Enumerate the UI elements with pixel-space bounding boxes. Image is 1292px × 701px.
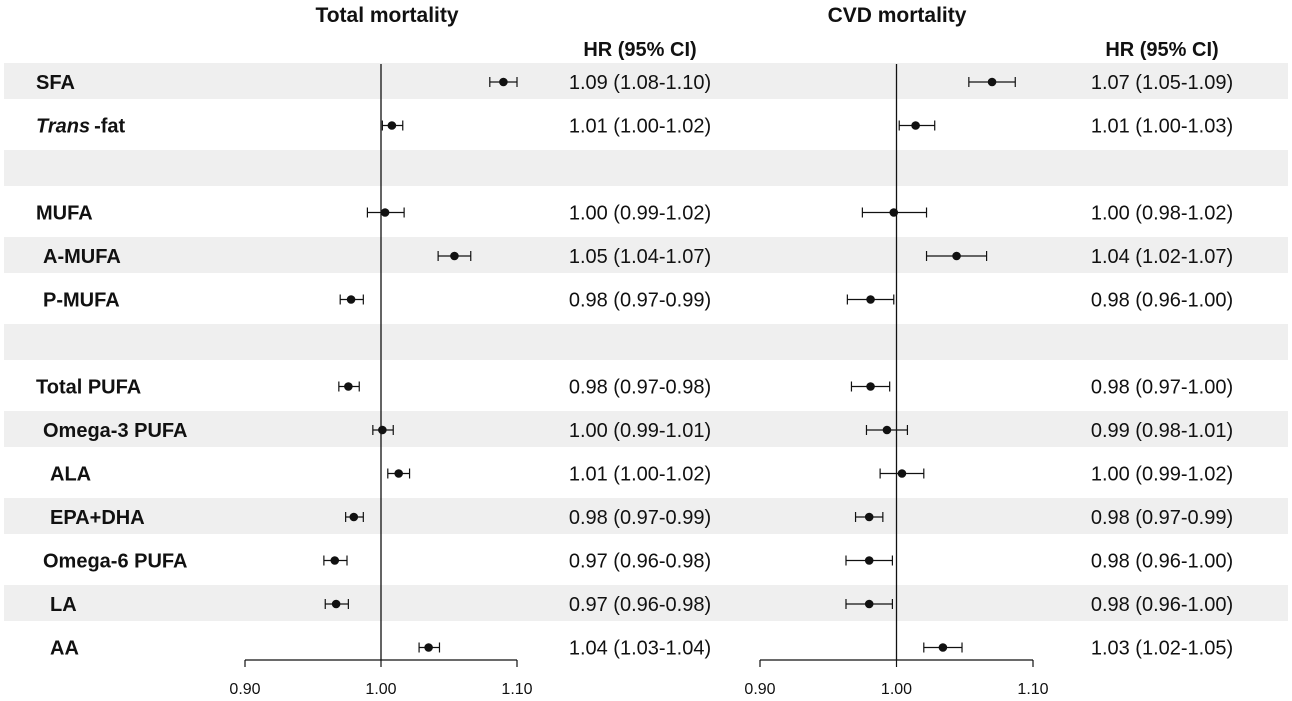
hr-value-label: 1.00 (0.99-1.01): [569, 420, 711, 442]
hr-value-label: 0.98 (0.96-1.00): [1091, 290, 1233, 312]
hr-value-label: 0.98 (0.96-1.00): [1091, 594, 1233, 616]
x-tick-label: 0.90: [744, 681, 775, 698]
hr-point: [864, 512, 874, 522]
hr-value-label: 1.04 (1.02-1.07): [1091, 246, 1233, 268]
row-stripe: [4, 411, 1288, 447]
hr-point: [450, 251, 459, 261]
hr-point: [380, 208, 390, 217]
hr-value-label: 0.98 (0.97-1.00): [1091, 377, 1233, 399]
hr-point: [424, 643, 433, 652]
hr-point: [897, 469, 907, 478]
hr-value-label: 1.00 (0.99-1.02): [569, 203, 711, 225]
panel-title-cvd-mortality: CVD mortality: [828, 4, 967, 27]
hr-value-label: 1.07 (1.05-1.09): [1091, 72, 1233, 94]
hr-value-label: 1.04 (1.03-1.04): [569, 638, 711, 660]
hr-point: [344, 382, 353, 391]
hr-value-label: 0.98 (0.97-0.98): [569, 377, 711, 399]
row-stripes: [4, 63, 1288, 621]
hr-value-label: 1.03 (1.02-1.05): [1091, 638, 1233, 660]
row-label: Trans -fat: [36, 116, 126, 138]
hr-value-label: 0.99 (0.98-1.01): [1091, 420, 1233, 442]
row-label: LA: [50, 594, 77, 616]
hr-point: [938, 643, 948, 652]
hr-value-label: 1.05 (1.04-1.07): [569, 246, 711, 268]
hr-value-label: 0.98 (0.96-1.00): [1091, 551, 1233, 573]
hr-point: [882, 425, 892, 435]
row-stripe: [4, 237, 1288, 273]
x-tick-label: 1.10: [501, 681, 532, 698]
hr-value-label: 0.97 (0.96-0.98): [569, 594, 711, 616]
row-label: P-MUFA: [43, 290, 120, 312]
hr-point: [330, 556, 340, 565]
hr-point: [331, 599, 341, 609]
x-tick-label: 0.90: [229, 681, 260, 698]
hr-value-label: 1.09 (1.08-1.10): [569, 72, 711, 94]
row-label: Total PUFA: [36, 377, 141, 399]
panel-title-total-mortality: Total mortality: [315, 4, 458, 27]
hr-point: [387, 121, 397, 130]
hr-point: [987, 77, 997, 87]
hr-value-label: 1.00 (0.98-1.02): [1091, 203, 1233, 225]
row-stripe: [4, 150, 1288, 186]
row-label: MUFA: [36, 203, 93, 225]
row-label: EPA+DHA: [50, 507, 145, 529]
row-stripe: [4, 585, 1288, 621]
row-stripe: [4, 324, 1288, 360]
hr-point: [346, 295, 356, 304]
hr-point: [952, 251, 961, 261]
hr-point: [499, 77, 508, 87]
hr-value-label: 1.01 (1.00-1.02): [569, 464, 711, 486]
x-tick-label: 1.00: [365, 681, 396, 698]
hr-point: [866, 382, 875, 391]
row-labels: SFA Trans -fat MUFA A-MUFA P-MUFA Total PUFA Om…: [36, 72, 187, 660]
hr-value-label: 1.01 (1.00-1.03): [1091, 116, 1233, 138]
x-tick-label: 1.00: [881, 681, 912, 698]
hr-value-label: 1.00 (0.99-1.02): [1091, 464, 1233, 486]
hr-column-header-total: HR (95% CI): [583, 39, 696, 61]
row-label: A-MUFA: [43, 246, 121, 268]
hr-point: [378, 425, 387, 435]
hr-value-label: 0.98 (0.97-0.99): [569, 507, 711, 529]
x-tick-label: 1.10: [1017, 681, 1048, 698]
hr-point: [864, 556, 874, 565]
panel-total-mortality: 0.90 1.00 1.10 1.09 (1.08-1.10) 1.01 (1.00-1…: [229, 64, 711, 698]
hr-value-label: 0.97 (0.96-0.98): [569, 551, 711, 573]
hr-point: [866, 295, 875, 304]
row-label: Omega-6 PUFA: [43, 551, 187, 573]
hr-value-label: 0.98 (0.97-0.99): [569, 290, 711, 312]
row-stripe: [4, 63, 1288, 99]
hr-column-header-cvd: HR (95% CI): [1105, 39, 1218, 61]
hr-point: [911, 121, 920, 130]
hr-value-label: 0.98 (0.97-0.99): [1091, 507, 1233, 529]
hr-point: [864, 599, 874, 609]
hr-point: [889, 208, 899, 217]
row-label: AA: [50, 638, 79, 660]
hr-point: [349, 512, 359, 522]
panel-cvd-mortality: 0.90 1.00 1.10 1.07 (1.05-1.09) 1.01 (1.00-1…: [744, 64, 1233, 698]
row-label: ALA: [50, 464, 91, 486]
row-label: Omega-3 PUFA: [43, 420, 187, 442]
row-label: SFA: [36, 72, 75, 94]
hr-point: [394, 469, 403, 478]
row-stripe: [4, 498, 1288, 534]
hr-value-label: 1.01 (1.00-1.02): [569, 116, 711, 138]
